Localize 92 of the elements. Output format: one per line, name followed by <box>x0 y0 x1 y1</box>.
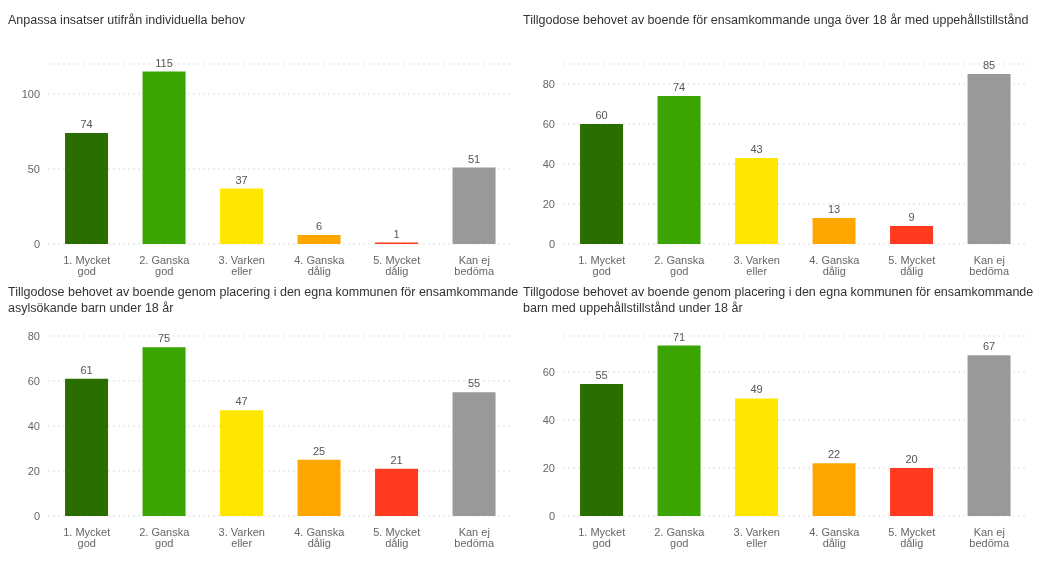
data-label: 55 <box>595 369 608 381</box>
bar <box>812 463 856 516</box>
x-tick-label: 1. Mycket god <box>63 526 111 549</box>
x-tick-label: 3. Varken eller <box>733 526 780 549</box>
chart-title: Tillgodose behovet av boende genom placering i den egna kommunen för ensamkommande asylsökande barn under 18 år <box>8 284 520 317</box>
x-tick-label: 1. Mycket god <box>578 526 626 549</box>
data-label: 115 <box>155 56 173 69</box>
y-tick-label: 0 <box>548 509 555 522</box>
x-tick-label: Kan ej bedöma <box>454 254 495 277</box>
data-label: 20 <box>905 453 918 465</box>
bar <box>580 124 624 244</box>
x-tick-label: 5. Mycket dålig <box>888 254 936 277</box>
x-tick-label: Kan ej bedöma <box>969 526 1010 549</box>
y-tick-label: 20 <box>27 464 40 477</box>
data-label: 37 <box>235 173 248 186</box>
y-tick-label: 20 <box>542 197 555 210</box>
y-tick-label: 80 <box>542 77 555 90</box>
bar <box>142 347 186 516</box>
bar <box>297 235 341 244</box>
bar <box>657 96 701 244</box>
data-label: 47 <box>235 395 248 408</box>
bar <box>452 392 496 516</box>
y-tick-label: 0 <box>33 509 40 522</box>
data-label: 75 <box>157 332 171 345</box>
data-label: 25 <box>312 444 326 457</box>
x-tick-label: 3. Varken eller <box>733 254 780 277</box>
data-label: 55 <box>467 377 481 390</box>
bar <box>812 218 856 244</box>
y-tick-label: 80 <box>27 329 40 342</box>
x-tick-label: 1. Mycket god <box>63 254 111 277</box>
data-label: 74 <box>672 81 686 93</box>
bar <box>890 468 934 516</box>
bar <box>967 355 1011 516</box>
x-tick-label: 5. Mycket dålig <box>373 254 421 277</box>
x-tick-label: 3. Varken eller <box>218 254 265 277</box>
x-tick-label: 1. Mycket god <box>578 254 626 277</box>
bar <box>735 398 779 516</box>
data-label: 43 <box>750 143 763 155</box>
x-tick-label: Kan ej bedöma <box>454 526 495 549</box>
chart-title: Anpassa insatser utifrån individuella behov <box>8 12 246 29</box>
y-tick-label: 0 <box>548 237 555 250</box>
data-label: 71 <box>672 330 686 343</box>
bar <box>142 71 186 244</box>
x-tick-label: 4. Ganska dålig <box>294 526 346 549</box>
y-tick-label: 60 <box>542 117 555 130</box>
y-tick-label: 60 <box>27 374 40 387</box>
bar <box>65 378 109 516</box>
x-tick-label: 4. Ganska dålig <box>809 254 861 277</box>
bar <box>580 384 624 516</box>
bar <box>220 188 264 244</box>
bar <box>297 459 341 516</box>
y-tick-label: 40 <box>27 419 40 432</box>
data-label: 74 <box>80 118 93 130</box>
x-tick-label: 2. Ganska god <box>139 254 191 277</box>
bar <box>967 74 1011 244</box>
bar <box>657 345 701 516</box>
data-label: 51 <box>467 152 481 165</box>
y-tick-label: 40 <box>542 157 555 170</box>
data-label: 22 <box>827 448 841 461</box>
data-label: 67 <box>982 340 996 353</box>
data-label: 60 <box>595 109 608 121</box>
y-tick-label: 50 <box>27 162 40 175</box>
bar <box>890 226 934 244</box>
x-tick-label: 2. Ganska god <box>139 526 191 549</box>
chart-title: Tillgodose behovet av boende genom placering i den egna kommunen för ensamkommande barn med uppehållstillstånd under 18 år <box>523 284 1035 317</box>
x-tick-label: 4. Ganska dålig <box>809 526 861 549</box>
x-tick-label: 5. Mycket dålig <box>888 526 936 549</box>
data-label: 49 <box>750 383 763 396</box>
bar <box>735 158 779 244</box>
bar <box>65 133 109 244</box>
data-label: 85 <box>982 59 996 71</box>
data-label: 1 <box>393 227 400 240</box>
y-tick-label: 40 <box>542 413 555 426</box>
bar <box>375 468 419 516</box>
data-label: 6 <box>315 220 323 232</box>
bar <box>452 167 496 244</box>
x-tick-label: 2. Ganska god <box>654 526 706 549</box>
y-tick-label: 20 <box>542 461 555 474</box>
x-tick-label: 4. Ganska dålig <box>294 254 346 277</box>
y-tick-label: 60 <box>542 365 555 378</box>
data-label: 13 <box>827 203 841 215</box>
x-tick-label: 2. Ganska god <box>654 254 706 277</box>
data-label: 21 <box>390 453 403 466</box>
chart-title: Tillgodose behovet av boende för ensamkommande unga över 18 år med uppehållstillstånd <box>523 12 1030 29</box>
y-tick-label: 100 <box>21 87 40 100</box>
y-tick-label: 0 <box>33 237 40 250</box>
x-tick-label: Kan ej bedöma <box>969 254 1010 277</box>
x-tick-label: 3. Varken eller <box>218 526 265 549</box>
x-tick-label: 5. Mycket dålig <box>373 526 421 549</box>
data-label: 9 <box>908 211 915 223</box>
data-label: 61 <box>80 363 93 376</box>
bar <box>220 410 264 516</box>
